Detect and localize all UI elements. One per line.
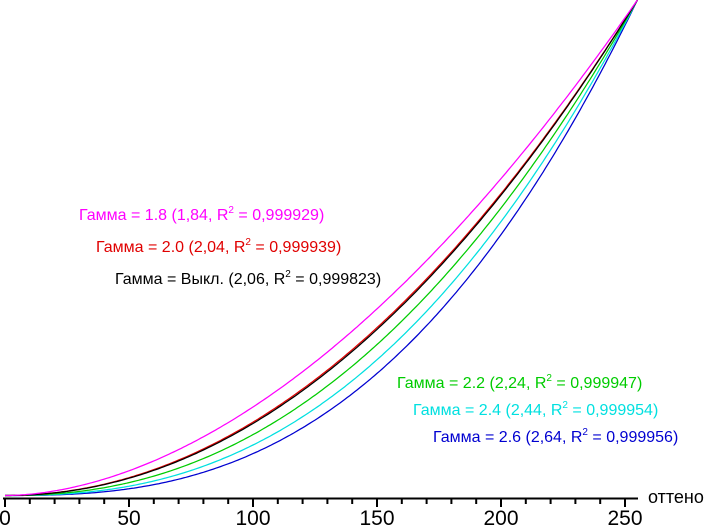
curve-gamma-2.4 (5, 0, 638, 497)
annotation-text: = 0,999939) (250, 239, 342, 256)
annotation-gamma-1.8: Гамма = 1.8 (1,84, R2 = 0,999929) (79, 204, 325, 225)
x-tick-label: 150 (359, 507, 395, 529)
x-tick-label: 50 (117, 507, 141, 529)
curve-gamma-1.8 (5, 0, 638, 497)
r-squared-sup: 2 (562, 399, 568, 411)
annotation-text: Гамма = 2.2 (2,24, R (397, 375, 547, 392)
annotation-gamma-2.2: Гамма = 2.2 (2,24, R2 = 0,999947) (397, 372, 643, 393)
curve-gamma-off (5, 0, 638, 497)
annotation-gamma-off: Гамма = Выкл. (2,06, R2 = 0,999823) (115, 268, 382, 289)
annotation-text: = 0,999947) (551, 375, 643, 392)
annotation-gamma-2.4: Гамма = 2.4 (2,44, R2 = 0,999954) (413, 399, 659, 420)
x-tick-label: 250 (607, 507, 643, 529)
annotation-text: Гамма = 2.4 (2,44, R (413, 402, 563, 419)
x-axis-label: оттенок (648, 487, 704, 507)
annotation-text: Гамма = 2.6 (2,64, R (433, 429, 583, 446)
r-squared-sup: 2 (546, 372, 552, 384)
curve-gamma-2.6 (5, 0, 638, 497)
annotation-text: Гамма = 2.0 (2,04, R (96, 239, 246, 256)
annotation-text: Гамма = 1.8 (1,84, R (79, 207, 229, 224)
annotation-gamma-2.6: Гамма = 2.6 (2,64, R2 = 0,999956) (433, 426, 679, 447)
annotation-gamma-2.0: Гамма = 2.0 (2,04, R2 = 0,999939) (96, 236, 342, 257)
annotation-text: = 0,999956) (587, 429, 679, 446)
r-squared-sup: 2 (285, 268, 291, 280)
r-squared-sup: 2 (228, 204, 234, 216)
annotation-text: = 0,999823) (290, 271, 382, 288)
r-squared-sup: 2 (582, 426, 588, 438)
x-tick-label: 100 (235, 507, 271, 529)
annotation-text: Гамма = Выкл. (2,06, R (115, 271, 286, 288)
annotation-text: = 0,999954) (567, 402, 659, 419)
annotation-text: = 0,999929) (233, 207, 325, 224)
curve-gamma-2.2 (5, 0, 638, 497)
x-tick-label: 200 (483, 507, 519, 529)
r-squared-sup: 2 (245, 236, 251, 248)
x-tick-label: 0 (0, 507, 11, 529)
